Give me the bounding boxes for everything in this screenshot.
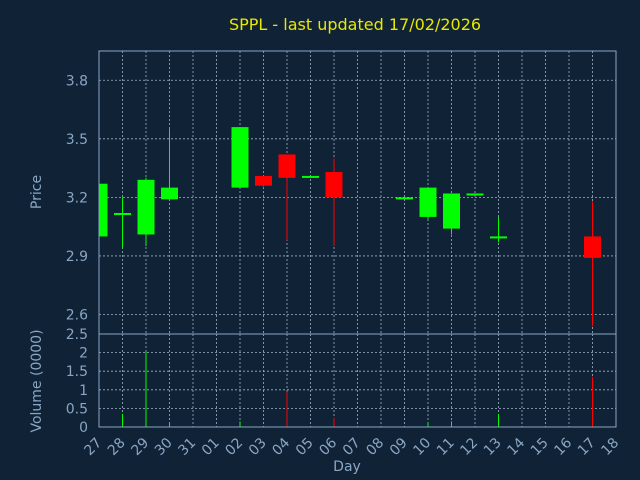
price-y-ticks: 2.6 2.9 3.2 3.5 3.8 (66, 73, 88, 323)
candle-body (137, 179, 155, 235)
candle-body (278, 154, 296, 178)
candle (584, 201, 601, 327)
candle-body (99, 183, 108, 237)
candle-body (466, 193, 484, 196)
x-tick-label: 11 (434, 435, 458, 459)
candle (443, 193, 460, 235)
volume-grid (99, 334, 616, 427)
x-tick-label: 15 (528, 435, 552, 459)
candle (255, 175, 272, 188)
x-tick-label: 29 (128, 435, 152, 459)
candle (231, 127, 249, 188)
candle (137, 177, 155, 247)
volume-bars (122, 350, 593, 427)
volume-axis-label: Volume (0000) (29, 329, 45, 432)
chart-title: SPPL - last updated 17/02/2026 (229, 15, 481, 34)
candle (419, 187, 437, 219)
candle (490, 216, 507, 243)
x-tick-label: 18 (598, 435, 622, 459)
candle-body (396, 197, 413, 200)
price-y-tick-label: 3.2 (66, 190, 88, 206)
x-axis-label: Day (333, 459, 361, 475)
x-tick-label: 06 (316, 435, 340, 459)
candle (98, 183, 108, 237)
candle-body (231, 127, 249, 188)
candle-body (161, 187, 178, 200)
x-tick-label: 08 (363, 435, 387, 459)
candle-body (114, 212, 131, 215)
x-tick-label: 02 (222, 435, 246, 459)
volume-y-ticks: 0 0.5 1 1.5 2 2.5 (66, 327, 88, 436)
x-tick-label: 13 (481, 435, 505, 459)
price-y-tick-label: 3.8 (66, 73, 88, 89)
x-tick-label: 01 (199, 435, 223, 459)
candle-body (490, 236, 507, 239)
candle-body (419, 187, 437, 217)
volume-y-tick-label: 0 (79, 420, 88, 436)
x-tick-label: 30 (152, 435, 176, 459)
x-tick-label: 16 (551, 435, 575, 459)
candle-body (325, 172, 343, 198)
candle (302, 175, 319, 178)
x-tick-label: 31 (175, 435, 199, 459)
x-tick-label: 10 (410, 435, 434, 459)
candle-body (302, 175, 319, 178)
candle (466, 193, 484, 196)
x-tick-label: 12 (457, 435, 481, 459)
price-y-tick-label: 3.5 (66, 132, 88, 148)
price-y-tick-label: 2.6 (66, 307, 88, 323)
x-tick-label: 17 (575, 435, 599, 459)
candle-body (443, 193, 460, 229)
price-y-tick-label: 2.9 (66, 249, 88, 265)
candle-body (255, 175, 272, 186)
volume-y-tick-label: 0.5 (66, 401, 88, 417)
x-tick-label: 04 (269, 435, 293, 459)
volume-y-tick-label: 2 (79, 346, 88, 362)
x-tick-label: 14 (504, 435, 528, 459)
x-ticks: 27 28 29 30 31 01 02 03 04 05 06 07 08 09 10 11 12 13 14 15… (81, 435, 622, 459)
volume-y-tick-label: 1 (79, 383, 88, 399)
price-axis-label: Price (29, 175, 45, 209)
candle (114, 197, 131, 249)
volume-y-tick-label: 2.5 (66, 327, 88, 343)
candle (278, 154, 296, 241)
candle (325, 158, 343, 247)
x-tick-label: 03 (246, 435, 270, 459)
x-tick-label: 27 (81, 435, 105, 459)
candle (396, 197, 413, 200)
candle (161, 129, 178, 200)
x-tick-label: 28 (105, 435, 129, 459)
x-tick-label: 09 (387, 435, 411, 459)
volume-y-tick-label: 1.5 (66, 364, 88, 380)
volume-panel-frame (98, 333, 617, 428)
x-tick-label: 07 (340, 435, 364, 459)
x-tick-label: 05 (293, 435, 317, 459)
candle-body (584, 236, 601, 258)
candles (98, 127, 601, 327)
